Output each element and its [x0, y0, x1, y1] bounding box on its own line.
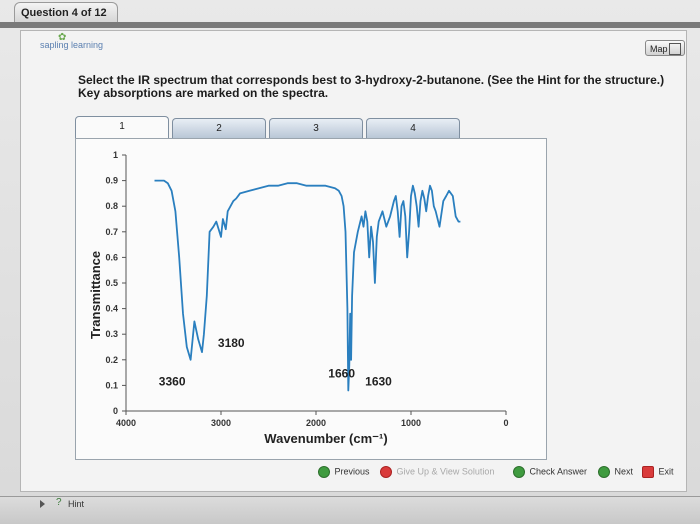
- x-tick-label: 3000: [211, 418, 231, 428]
- y-tick-label: 0.5: [105, 278, 118, 288]
- x-tick-label: 0: [503, 418, 508, 428]
- question-prompt: Select the IR spectrum that corresponds …: [78, 74, 668, 100]
- sapling-logo: sapling learning: [40, 40, 104, 50]
- next-button[interactable]: Next: [598, 466, 633, 478]
- map-button[interactable]: Map: [645, 40, 685, 56]
- tab-spectrum-3[interactable]: 3: [269, 118, 363, 138]
- peak-label: 1660: [328, 367, 355, 381]
- previous-label: Previous: [334, 466, 370, 477]
- check-answer-button[interactable]: Check Answer: [513, 466, 587, 478]
- exit-icon: [642, 466, 654, 478]
- y-tick-label: 0.1: [105, 380, 118, 390]
- ir-spectrum-chart: 0 0.1 0.2 0.3 0.4 0.5 0.6 0.7 0.8 0.9 1 4000 3000 200…: [88, 150, 509, 446]
- y-tick-label: 0.2: [105, 355, 118, 365]
- question-counter: Question 4 of 12: [14, 2, 118, 22]
- expand-triangle-icon[interactable]: [40, 500, 45, 508]
- tab-spectrum-4[interactable]: 4: [366, 118, 460, 138]
- peak-label: 3180: [218, 336, 245, 350]
- giveup-label: Give Up & View Solution: [396, 466, 495, 477]
- y-tick-label: 0.8: [105, 201, 118, 211]
- peak-label: 1630: [365, 374, 392, 388]
- chart-annotations: 3360 3180 1660 1630: [159, 336, 392, 388]
- previous-button[interactable]: Previous: [318, 466, 370, 478]
- exit-label: Exit: [658, 466, 674, 477]
- prompt-line-1: Select the IR spectrum that corresponds …: [78, 73, 665, 87]
- check-label: Check Answer: [529, 466, 588, 477]
- chart-ticks: 0 0.1 0.2 0.3 0.4 0.5 0.6 0.7 0.8 0.9 1 4000 3000 200…: [105, 150, 508, 428]
- next-icon: [598, 466, 610, 478]
- y-tick-label: 0.3: [105, 329, 118, 339]
- peak-label: 3360: [159, 374, 186, 388]
- hint-toggle[interactable]: Hint: [68, 499, 85, 509]
- x-tick-label: 4000: [116, 418, 136, 428]
- next-label: Next: [614, 466, 634, 477]
- tab-spectrum-2[interactable]: 2: [172, 118, 266, 138]
- prompt-line-2: Key absorptions are marked on the spectr…: [78, 86, 329, 100]
- y-tick-label: 0.4: [105, 304, 118, 314]
- check-icon: [513, 466, 525, 478]
- hint-icon: ?: [56, 497, 62, 508]
- y-tick-label: 0.9: [105, 176, 118, 186]
- chart-series: [154, 179, 461, 392]
- chart-axes: [125, 155, 506, 412]
- spectrum-panel: 0 0.1 0.2 0.3 0.4 0.5 0.6 0.7 0.8 0.9 1 4000 3000 200…: [75, 138, 547, 460]
- y-tick-label: 0.7: [105, 227, 118, 237]
- exit-button[interactable]: Exit: [642, 466, 674, 478]
- spectrum-line: [154, 179, 461, 392]
- header-strip: [0, 22, 700, 28]
- previous-icon: [318, 466, 330, 478]
- sprout-icon: ✿: [58, 32, 67, 43]
- hint-bar: [0, 496, 700, 524]
- map-label: Map: [650, 44, 668, 54]
- x-axis-label: Wavenumber (cm⁻¹): [264, 431, 387, 446]
- y-axis-label: Transmittance: [88, 251, 103, 339]
- x-tick-label: 1000: [401, 418, 421, 428]
- giveup-button[interactable]: Give Up & View Solution: [380, 466, 494, 478]
- x-tick-label: 2000: [306, 418, 326, 428]
- giveup-icon: [380, 466, 392, 478]
- y-tick-label: 0.6: [105, 252, 118, 262]
- y-tick-label: 0: [113, 406, 118, 416]
- map-icon: [669, 43, 681, 55]
- tab-spectrum-1[interactable]: 1: [75, 116, 169, 139]
- y-tick-label: 1: [113, 150, 118, 160]
